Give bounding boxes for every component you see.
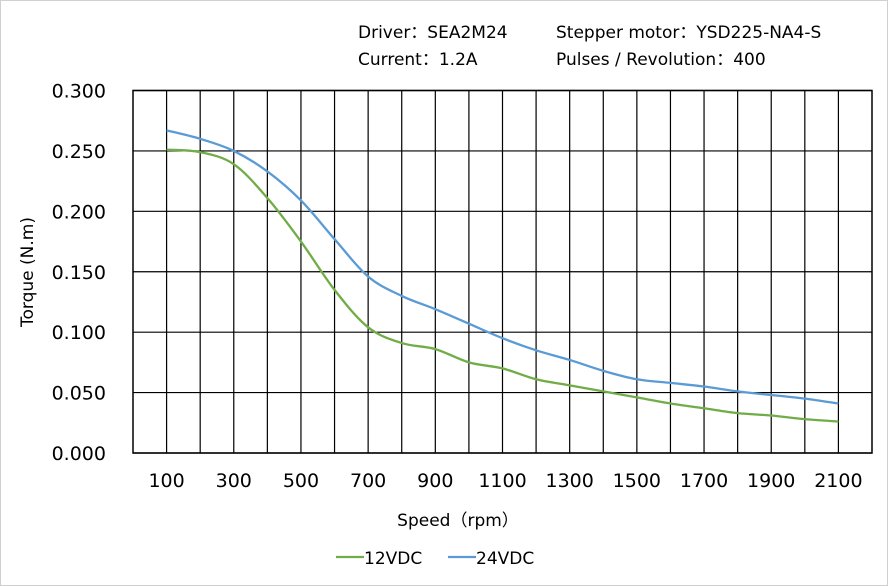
plot-border: [132, 89, 873, 454]
x-axis-label: Speed（rpm）: [397, 511, 519, 531]
x-tick-label: 100: [148, 470, 184, 492]
x-tick-label: 1900: [747, 470, 795, 492]
legend-label-12vdc: 12VDC: [364, 549, 422, 569]
legend-label-24vdc: 24VDC: [476, 549, 534, 569]
y-tick-label: 0.100: [52, 322, 106, 344]
y-tick-label: 0.150: [52, 262, 106, 284]
driver-label: Driver：SEA2M24: [358, 23, 508, 43]
y-tick-label: 0.050: [52, 383, 106, 405]
x-tick-label: 1700: [680, 470, 728, 492]
y-tick-label: 0.300: [52, 81, 106, 103]
x-tick-label: 1300: [546, 470, 594, 492]
x-tick-label: 1100: [478, 470, 526, 492]
x-tick-label: 300: [216, 470, 252, 492]
y-axis-label: Torque (N.m): [18, 217, 38, 328]
pulses-label: Pulses / Revolution：400: [556, 50, 766, 70]
y-tick-label: 0.200: [52, 201, 106, 223]
current-label: Current：1.2A: [358, 50, 478, 70]
x-tick-label: 1500: [613, 470, 661, 492]
y-tick-label: 0.250: [52, 141, 106, 163]
y-tick-label: 0.000: [52, 443, 106, 465]
x-tick-label: 2100: [814, 470, 862, 492]
motor-label: Stepper motor：YSD225-NA4-S: [556, 23, 822, 43]
x-tick-label: 900: [417, 470, 453, 492]
x-tick-label: 500: [283, 470, 319, 492]
series-line-12vdc: [166, 148, 839, 423]
x-tick-label: 700: [350, 470, 386, 492]
series-line-24vdc: [166, 129, 839, 405]
